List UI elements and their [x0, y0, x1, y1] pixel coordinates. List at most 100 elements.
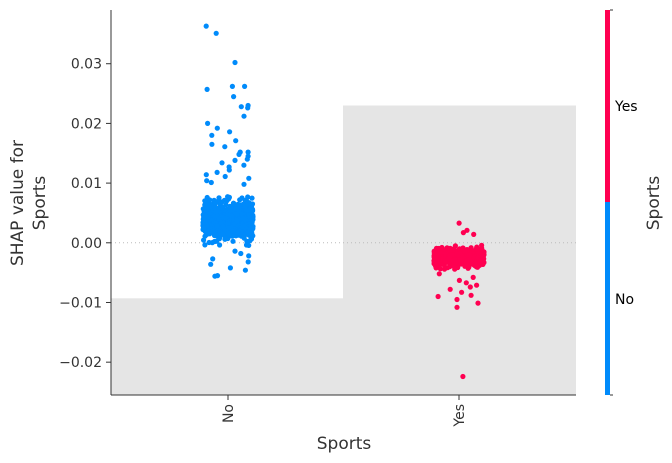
series-yes [431, 220, 487, 380]
data-point [242, 203, 248, 209]
data-point [456, 277, 462, 283]
data-point [452, 257, 458, 263]
data-point [225, 220, 231, 226]
data-point [238, 250, 244, 257]
data-point [249, 195, 255, 201]
data-point [226, 225, 232, 231]
data-point [447, 247, 453, 253]
data-point [241, 113, 247, 119]
data-point [229, 233, 235, 239]
data-point [228, 213, 235, 219]
data-point [242, 83, 248, 89]
data-point [446, 255, 452, 262]
data-point [216, 216, 222, 222]
data-point [226, 167, 232, 173]
data-point [452, 243, 458, 249]
data-point [214, 125, 220, 131]
data-point [214, 169, 220, 175]
data-point [474, 282, 480, 288]
data-point [460, 254, 466, 260]
data-point [236, 151, 242, 157]
data-point [222, 144, 228, 150]
data-point [249, 201, 256, 207]
data-point [468, 245, 474, 251]
data-point [231, 221, 238, 227]
data-point [245, 105, 251, 111]
colorbar: Yes No Sports [605, 9, 664, 396]
data-point [467, 284, 473, 290]
y-tick-label: 0.03 [71, 57, 102, 73]
data-point [205, 120, 211, 126]
data-point [203, 172, 209, 178]
data-point [462, 248, 468, 254]
data-point [204, 86, 210, 92]
y-tick-label: 0.02 [71, 116, 102, 132]
data-point [209, 240, 215, 246]
data-point [244, 156, 250, 162]
data-point [226, 194, 232, 200]
data-point [231, 94, 237, 100]
data-point [249, 214, 255, 220]
data-point [241, 162, 247, 168]
data-point [219, 160, 225, 166]
data-point [460, 373, 466, 380]
data-point [246, 175, 252, 181]
data-point [211, 197, 217, 203]
data-point [447, 286, 453, 292]
data-point [201, 237, 207, 243]
y-axis-label-line-2: Sports [30, 176, 50, 231]
data-point [441, 266, 448, 272]
y-tick-label: 0.01 [71, 176, 102, 192]
data-point [449, 252, 455, 258]
data-point [470, 274, 476, 280]
data-point [232, 157, 238, 163]
axes [110, 10, 576, 396]
data-point [203, 23, 209, 29]
x-tick-label: No [221, 404, 237, 423]
data-point [209, 141, 215, 147]
data-point [209, 228, 215, 234]
data-point [217, 242, 223, 248]
data-point [433, 263, 439, 270]
data-point [213, 30, 219, 36]
data-point [204, 206, 210, 212]
data-point [216, 236, 222, 242]
y-tick-label: −0.02 [59, 355, 102, 371]
data-point [436, 271, 442, 277]
data-point [207, 197, 213, 203]
data-point [246, 207, 252, 213]
data-point [242, 267, 248, 273]
data-point [479, 242, 485, 248]
data-point [246, 253, 252, 259]
data-point [241, 232, 247, 238]
x-ticks: No Yes [221, 395, 468, 428]
data-point [434, 251, 440, 257]
data-point [468, 292, 474, 298]
data-point [225, 230, 231, 237]
data-point [222, 173, 228, 180]
y-tick-label: 0.00 [71, 236, 102, 252]
data-point [245, 149, 251, 155]
data-point [245, 230, 251, 236]
data-point [216, 195, 222, 201]
x-axis-label: Sports [317, 434, 372, 454]
colorbar-bottom-segment [605, 202, 610, 395]
data-point [208, 179, 214, 186]
y-tick-label: −0.01 [59, 295, 102, 311]
data-point [231, 200, 237, 206]
data-point [232, 248, 238, 254]
data-point [204, 178, 210, 184]
data-point [456, 220, 462, 226]
colorbar-top-label: Yes [614, 99, 638, 115]
data-point [474, 264, 481, 270]
data-point [219, 231, 225, 237]
data-point [232, 59, 238, 66]
data-point [209, 132, 215, 138]
data-point [208, 261, 214, 267]
data-point [233, 138, 239, 144]
data-point [227, 265, 233, 271]
data-point [202, 242, 208, 248]
y-ticks: −0.02 −0.01 0.00 0.01 0.02 0.03 [59, 57, 111, 371]
data-point [234, 217, 240, 223]
